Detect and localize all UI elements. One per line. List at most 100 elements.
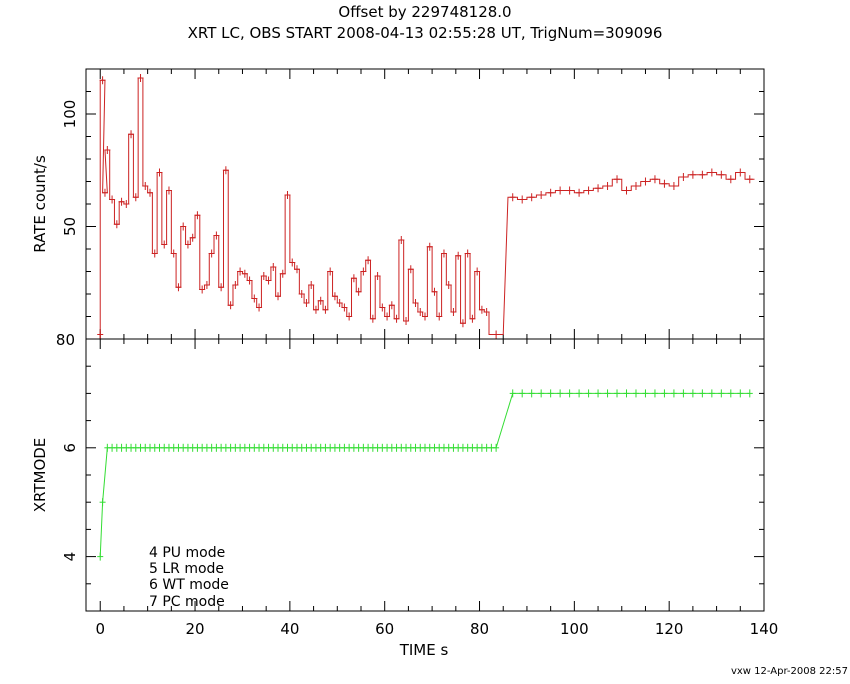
rate-data-point: [737, 168, 744, 177]
rate-data-point: [547, 188, 554, 197]
mode-data-point: [576, 389, 583, 398]
rate-data-point: [303, 299, 310, 307]
rate-data-point: [585, 186, 592, 195]
rate-data-point: [379, 303, 386, 312]
mode-data-point: [493, 443, 500, 452]
rate-data-point: [727, 175, 734, 184]
mode-data-point: [557, 389, 564, 398]
mode-legend-pu: 4 PU mode: [149, 545, 225, 561]
rate-data-point: [175, 283, 182, 292]
rate-data-point: [104, 146, 111, 154]
rate-data-point: [275, 292, 282, 301]
rate-data-point: [632, 182, 639, 190]
rate-data-point: [576, 188, 583, 197]
rate-data-point: [566, 186, 573, 195]
rate-data-point: [161, 240, 168, 249]
rate-data-point: [113, 220, 120, 229]
mode-data-point: [642, 389, 649, 398]
rate-data-point: [398, 236, 405, 244]
mode-data-point: [680, 389, 687, 398]
rate-data-point: [218, 283, 225, 292]
rate-panel-ticks: 50 100: [61, 68, 765, 339]
rate-data-point: [519, 195, 526, 204]
rate-data-point: [528, 193, 535, 202]
mode-step-line: [99, 392, 750, 557]
rate-data-point: [298, 290, 305, 298]
rate-data-point: [426, 242, 433, 251]
rate-data-point: [203, 281, 210, 289]
mode-legend-wt: 6 WT mode: [149, 577, 229, 593]
rate-data-point: [289, 258, 296, 267]
rate-data-point: [199, 285, 206, 294]
rate-data-point: [557, 186, 564, 195]
mode-data-point: [689, 389, 696, 398]
rate-data-point: [151, 249, 158, 258]
rate-data-point: [279, 269, 286, 278]
mode-data-point: [519, 389, 526, 398]
mode-data-point: [737, 389, 744, 398]
rate-data-point: [180, 222, 187, 231]
rate-data-point: [445, 281, 452, 289]
rate-data-point: [350, 274, 357, 283]
rate-data-point: [538, 191, 545, 199]
x-axis-label: TIME s: [399, 641, 449, 659]
mode-data-point: [528, 389, 535, 398]
mode-panel: 0 20 40 60 80 100 120 140 4 6 XRTMODE 4 PU mode 5…: [31, 338, 778, 638]
rate-data-point: [422, 312, 428, 321]
rate-data-point: [455, 251, 462, 260]
rate-data-point: [651, 175, 658, 184]
mode-y-axis-label: XRTMODE: [31, 438, 49, 513]
mode-legend-pc: 7 PC mode: [149, 594, 225, 610]
rate-data-point: [708, 168, 715, 177]
mode-data-point: [746, 389, 753, 398]
rate-data-point: [147, 188, 154, 197]
rate-data-point: [355, 287, 362, 296]
rate-data-point: [128, 130, 135, 139]
rate-data-point: [336, 299, 343, 307]
rate-data-point: [374, 272, 381, 280]
rate-data-point: [327, 267, 334, 276]
rate-data-point: [493, 330, 500, 339]
rate-data-point: [341, 303, 348, 312]
rate-data-point: [312, 305, 319, 314]
rate-data-point: [614, 175, 621, 184]
mode-legend-lr: 5 LR mode: [149, 561, 224, 577]
title-offset: Offset by 229748128.0: [338, 3, 511, 21]
x-tick-label: 80: [470, 620, 489, 638]
mode-data-point: [604, 389, 611, 398]
mode-data-point: [614, 389, 621, 398]
mode-data-point: [97, 552, 104, 561]
rate-data-point: [194, 211, 201, 220]
mode-data-point: [670, 389, 677, 398]
rate-data-point: [369, 314, 376, 323]
rate-data-point: [156, 168, 163, 177]
rate-data-point: [464, 249, 471, 258]
mode-y-tick-label: 6: [61, 443, 79, 453]
rate-y-axis-label: RATE count/s: [31, 155, 49, 253]
rate-data-point: [403, 317, 410, 325]
mode-data-point: [718, 389, 725, 398]
rate-data-point: [699, 170, 706, 179]
rate-data-point: [718, 170, 725, 179]
rate-data-point: [440, 249, 447, 258]
rate-data-point: [251, 294, 258, 303]
rate-data-point: [237, 267, 244, 276]
rate-panel: 50 100 RATE count/s 80: [31, 68, 765, 349]
rate-data-point: [322, 305, 329, 314]
footer-timestamp: vxw 12-Apr-2008 22:57: [731, 666, 848, 677]
rate-data-point: [436, 312, 443, 321]
mode-data-point: [99, 498, 106, 507]
rate-data-point: [346, 312, 353, 321]
mode-data-point: [708, 389, 715, 398]
rate-data-point: [661, 179, 668, 188]
rate-data-point: [184, 240, 191, 249]
rate-data-point: [388, 301, 395, 310]
rate-data-point: [165, 186, 172, 195]
rate-data-point: [680, 173, 687, 181]
x-tick-label: 100: [560, 620, 589, 638]
mode-data-point: [699, 389, 706, 398]
rate-data-point: [595, 184, 602, 193]
rate-y-tick-label: 50: [61, 217, 79, 236]
rate-data-point: [450, 308, 457, 316]
mode-data-point: [585, 389, 592, 398]
